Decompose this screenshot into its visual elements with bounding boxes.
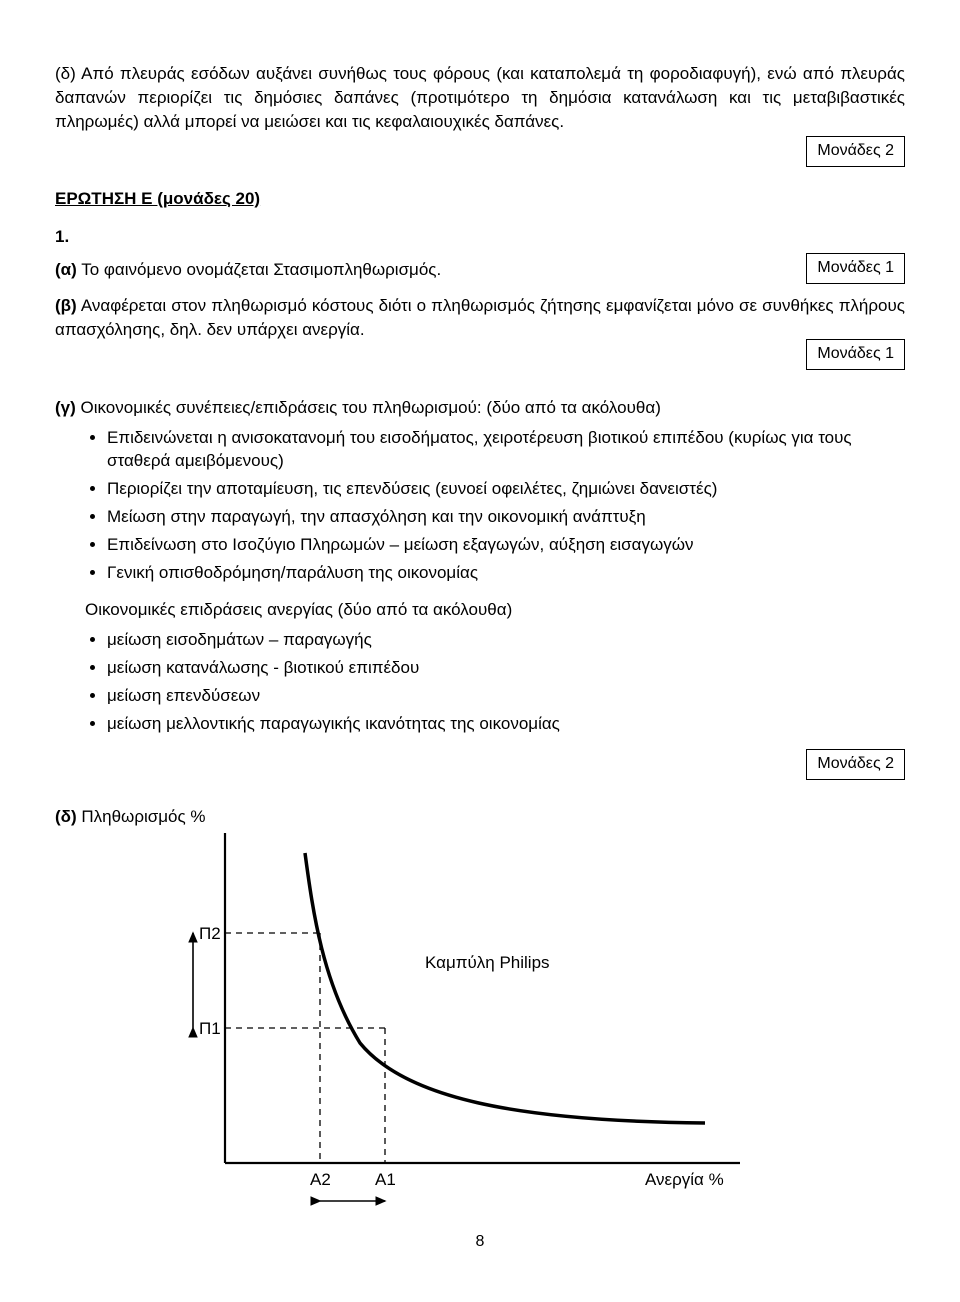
alpha-text: Το φαινόμενο ονομάζεται Στασιμοπληθωρισμ… bbox=[77, 260, 441, 279]
page-number: 8 bbox=[55, 1231, 905, 1253]
delta-text: Πληθωρισμός % bbox=[77, 807, 206, 826]
unemp-bullet-list: μείωση εισοδημάτων – παραγωγής μείωση κατ… bbox=[55, 628, 905, 735]
chart-svg: Π2 Π1 Α2 Α1 Καμπύλη Philips Ανεργία % bbox=[145, 833, 785, 1228]
list-item: μείωση μελλοντικής παραγωγικής ικανότητα… bbox=[107, 712, 905, 736]
question-delta: (δ) Πληθωρισμός % bbox=[55, 805, 905, 829]
paragraph-delta: (δ) Από πλευράς εσόδων αυξάνει συνήθως τ… bbox=[55, 62, 905, 133]
list-item: Επιδεινώνεται η ανισοκατανομή του εισοδή… bbox=[107, 426, 905, 474]
list-item: Επιδείνωση στο Ισοζύγιο Πληρωμών – μείωσ… bbox=[107, 533, 905, 557]
alpha-label: (α) bbox=[55, 260, 77, 279]
points-badge-2: Μονάδες 1 bbox=[806, 253, 905, 283]
gamma-bullet-list: Επιδεινώνεται η ανισοκατανομή του εισοδή… bbox=[55, 426, 905, 585]
beta-label: (β) bbox=[55, 296, 77, 315]
section-e-title: ΕΡΩΤΗΣΗ Ε (μονάδες 20) bbox=[55, 187, 905, 211]
points-badge-4: Μονάδες 2 bbox=[806, 749, 905, 779]
svg-text:Α2: Α2 bbox=[310, 1170, 331, 1189]
svg-text:Α1: Α1 bbox=[375, 1170, 396, 1189]
gamma-intro-text: Οικονομικές συνέπειες/επιδράσεις του πλη… bbox=[76, 398, 661, 417]
beta-text: Αναφέρεται στον πληθωρισμό κόστους διότι… bbox=[55, 296, 905, 339]
gamma-label: (γ) bbox=[55, 398, 76, 417]
points-badge-3: Μονάδες 1 bbox=[806, 339, 905, 369]
svg-text:Καμπύλη Philips: Καμπύλη Philips bbox=[425, 953, 550, 972]
list-item: Περιορίζει την αποταμίευση, τις επενδύσε… bbox=[107, 477, 905, 501]
list-item: μείωση εισοδημάτων – παραγωγής bbox=[107, 628, 905, 652]
list-item: Μείωση στην παραγωγή, την απασχόληση και… bbox=[107, 505, 905, 529]
question-gamma: (γ) Οικονομικές συνέπειες/επιδράσεις του… bbox=[55, 396, 905, 736]
list-item: μείωση επενδύσεων bbox=[107, 684, 905, 708]
list-item: Γενική οπισθοδρόμηση/παράλυση της οικονο… bbox=[107, 561, 905, 585]
list-item: μείωση κατανάλωσης - βιοτικού επιπέδου bbox=[107, 656, 905, 680]
phillips-curve-chart: Π2 Π1 Α2 Α1 Καμπύλη Philips Ανεργία % bbox=[145, 833, 785, 1213]
question-alpha: Μονάδες 1 (α) Το φαινόμενο ονομάζεται Στ… bbox=[55, 258, 905, 283]
label-1: 1. bbox=[55, 227, 69, 246]
svg-text:Π2: Π2 bbox=[199, 924, 221, 943]
svg-text:Π1: Π1 bbox=[199, 1019, 221, 1038]
item-1: 1. bbox=[55, 225, 905, 249]
delta-label: (δ) bbox=[55, 807, 77, 826]
unemployment-title: Οικονομικές επιδράσεις ανεργίας (δύο από… bbox=[85, 598, 905, 622]
points-badge-1: Μονάδες 2 bbox=[806, 136, 905, 166]
svg-text:Ανεργία %: Ανεργία % bbox=[645, 1170, 724, 1189]
question-beta: (β) Αναφέρεται στον πληθωρισμό κόστους δ… bbox=[55, 294, 905, 370]
